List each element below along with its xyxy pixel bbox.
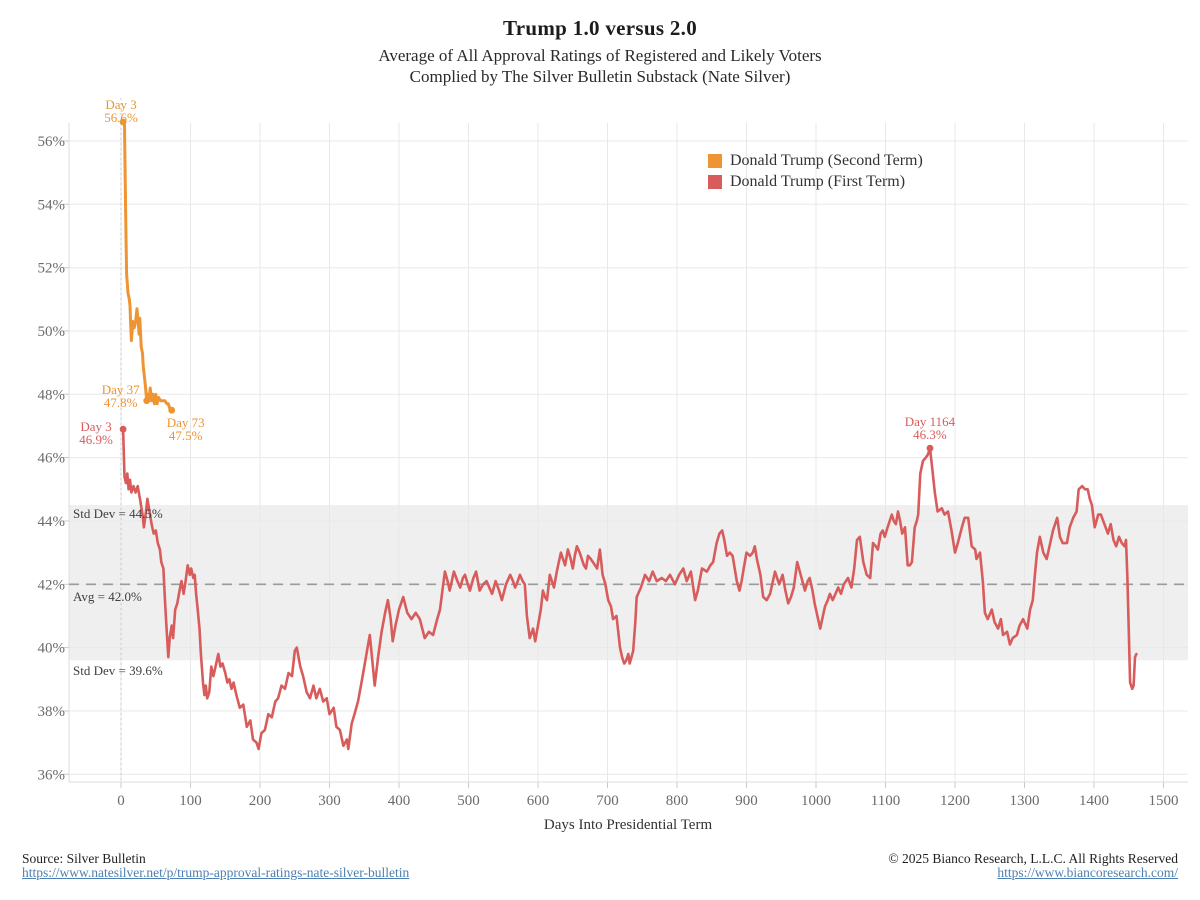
std-dev-upper-label: Std Dev = 44.5% — [73, 506, 163, 521]
chart-subtitle-line2: Complied by The Silver Bulletin Substack… — [409, 67, 791, 86]
y-tick-label: 38% — [38, 704, 66, 720]
chart-canvas: 56% 54% 52% 50% 48% 46% 44% 42% 40% 38% 36% 0 100 200… — [38, 98, 1188, 809]
annotated-point — [143, 397, 151, 405]
y-tick-label: 36% — [38, 767, 66, 783]
annotated-point — [119, 118, 127, 126]
footer-rights-link[interactable]: https://www.biancoresearch.com/ — [997, 865, 1178, 880]
legend-label-first-term: Donald Trump (First Term) — [730, 172, 906, 190]
avg-label: Avg = 42.0% — [73, 589, 142, 604]
annotation-t2-day-37: Day 37 47.8% — [101, 381, 140, 410]
footer-rights-text: © 2025 Bianco Research, L.L.C. All Right… — [888, 851, 1178, 866]
annotated-point — [168, 406, 176, 414]
x-tick-label: 500 — [457, 793, 480, 809]
series-line-second-term — [121, 120, 174, 412]
chart-subtitle: Average of All Approval Ratings of Regis… — [0, 45, 1200, 87]
legend-swatch-first-term — [708, 174, 722, 189]
x-tick-label: 1000 — [801, 793, 831, 809]
x-tick-label: 1400 — [1079, 793, 1109, 809]
x-tick-label: 1300 — [1010, 793, 1040, 809]
std-dev-band — [69, 505, 1188, 661]
x-tick-label: 0 — [117, 793, 125, 809]
x-tick-label: 900 — [735, 793, 758, 809]
footer-copyright: © 2025 Bianco Research, L.L.C. All Right… — [888, 852, 1178, 880]
x-axis-title: Days Into Presidential Term — [543, 817, 713, 833]
annotation-t2-day-73: Day 73 47.5% — [166, 415, 205, 444]
y-tick-label: 46% — [38, 451, 66, 467]
x-tick-label: 100 — [179, 793, 202, 809]
annotation-t1-day-1164: Day 1164 46.3% — [904, 414, 956, 443]
footer-source-link[interactable]: https://www.natesilver.net/p/trump-appro… — [22, 865, 410, 880]
annotation-t2-day-3: Day 3 56.6% — [104, 97, 138, 125]
y-tick-label: 48% — [38, 387, 66, 403]
annotation-t1-day-3: Day 3 46.9% — [79, 419, 113, 448]
y-tick-label: 56% — [38, 134, 66, 150]
chart-title: Trump 1.0 versus 2.0 — [502, 16, 698, 40]
legend: Donald Trump (Second Term) Donald Trump … — [708, 150, 923, 192]
y-tick-label: 44% — [38, 514, 66, 530]
y-tick-label: 40% — [38, 641, 66, 657]
annotated-point — [119, 425, 127, 433]
x-tick-label: 1100 — [871, 793, 900, 809]
chart-header: Trump 1.0 versus 2.0 Average of All Appr… — [0, 16, 1200, 87]
x-tick-label: 1200 — [940, 793, 970, 809]
x-tick-label: 300 — [318, 793, 341, 809]
y-tick-label: 42% — [38, 577, 66, 593]
y-tick-label: 52% — [38, 261, 66, 277]
chart-subtitle-line1: Average of All Approval Ratings of Regis… — [378, 46, 822, 65]
std-dev-lower-label: Std Dev = 39.6% — [73, 663, 163, 678]
series-line-first-term — [121, 427, 1138, 751]
annotated-point — [926, 444, 934, 452]
legend-swatch-second-term — [708, 153, 722, 168]
footer-source-label: Source: Silver Bulletin — [22, 851, 146, 866]
y-tick-label: 54% — [38, 197, 66, 213]
x-tick-label: 700 — [596, 793, 619, 809]
y-tick-label: 50% — [38, 324, 66, 340]
x-tick-label: 1500 — [1149, 793, 1179, 809]
x-tick-label: 800 — [666, 793, 689, 809]
legend-label-second-term: Donald Trump (Second Term) — [730, 151, 923, 169]
x-tick-label: 400 — [388, 793, 411, 809]
x-tick-label: 600 — [527, 793, 550, 809]
legend-item-first-term: Donald Trump (First Term) — [708, 171, 923, 192]
footer-source: Source: Silver Bulletin https://www.nate… — [22, 852, 409, 880]
chart-area: 56% 54% 52% 50% 48% 46% 44% 42% 40% 38% 36% 0 100 200… — [38, 98, 1188, 809]
x-tick-label: 200 — [249, 793, 272, 809]
legend-item-second-term: Donald Trump (Second Term) — [708, 150, 923, 171]
